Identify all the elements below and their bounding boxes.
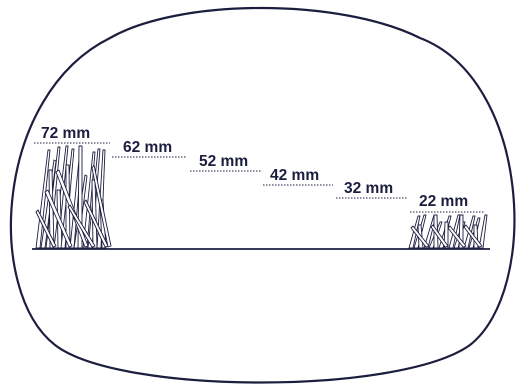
- label-62mm: 62 mm: [123, 139, 172, 156]
- label-32mm: 32 mm: [344, 180, 393, 197]
- grass-tall-icon: [35, 145, 112, 249]
- label-72mm: 72 mm: [41, 125, 90, 142]
- frame-outline: [9, 6, 516, 384]
- label-22mm: 22 mm: [419, 193, 468, 210]
- grass-short-icon: [408, 214, 488, 249]
- label-42mm: 42 mm: [270, 167, 319, 184]
- height-markers: [34, 142, 485, 213]
- label-52mm: 52 mm: [199, 153, 248, 170]
